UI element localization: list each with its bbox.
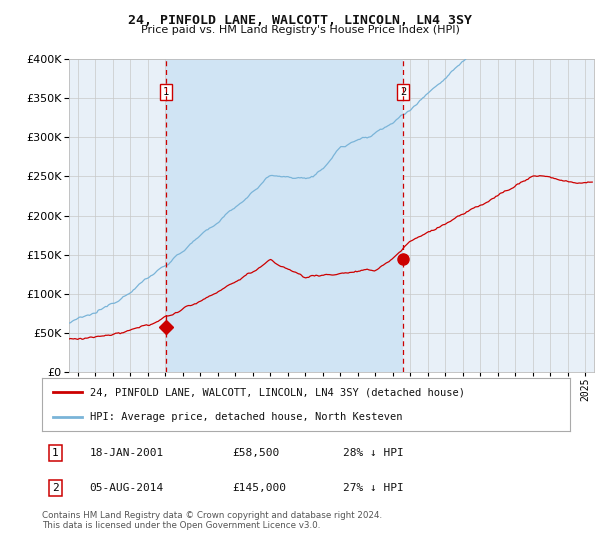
Text: 24, PINFOLD LANE, WALCOTT, LINCOLN, LN4 3SY (detached house): 24, PINFOLD LANE, WALCOTT, LINCOLN, LN4 … xyxy=(89,388,464,398)
Text: 1: 1 xyxy=(163,87,169,97)
Text: 24, PINFOLD LANE, WALCOTT, LINCOLN, LN4 3SY: 24, PINFOLD LANE, WALCOTT, LINCOLN, LN4 … xyxy=(128,14,472,27)
Text: HPI: Average price, detached house, North Kesteven: HPI: Average price, detached house, Nort… xyxy=(89,412,402,422)
Text: 1: 1 xyxy=(52,448,59,458)
Text: 2: 2 xyxy=(52,483,59,493)
Text: Contains HM Land Registry data © Crown copyright and database right 2024.
This d: Contains HM Land Registry data © Crown c… xyxy=(42,511,382,530)
Bar xyxy=(166,59,403,372)
Text: £145,000: £145,000 xyxy=(232,483,286,493)
Text: Price paid vs. HM Land Registry's House Price Index (HPI): Price paid vs. HM Land Registry's House … xyxy=(140,25,460,35)
Text: 2: 2 xyxy=(400,87,406,97)
Text: 27% ↓ HPI: 27% ↓ HPI xyxy=(343,483,404,493)
Text: £58,500: £58,500 xyxy=(232,448,280,458)
Text: 05-AUG-2014: 05-AUG-2014 xyxy=(89,483,164,493)
Text: 18-JAN-2001: 18-JAN-2001 xyxy=(89,448,164,458)
Text: 28% ↓ HPI: 28% ↓ HPI xyxy=(343,448,404,458)
